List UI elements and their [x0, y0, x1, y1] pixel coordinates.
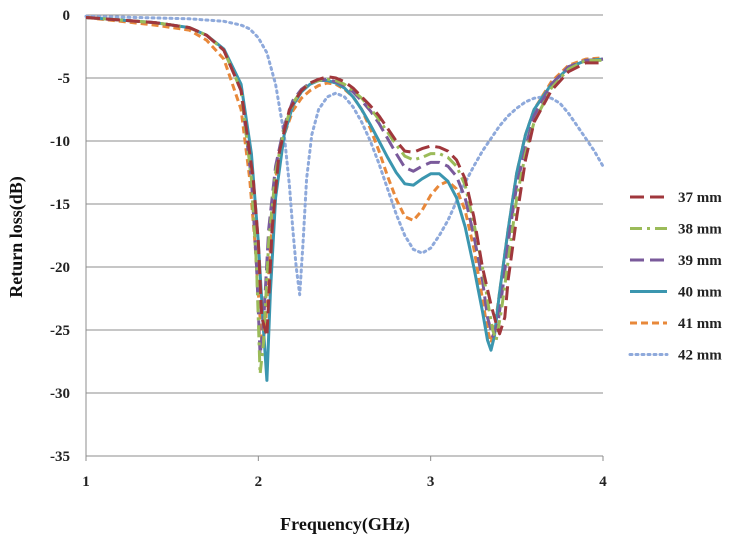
series-line-40-mm [85, 16, 604, 382]
y-tick-label: 0 [63, 8, 71, 24]
y-tick-label: -30 [50, 386, 70, 402]
y-tick-label: -20 [50, 260, 70, 276]
legend: 37 mm 38 mm 39 mm 40 mm 41 mm 42 mm [628, 190, 722, 364]
series-line-41-mm [85, 16, 604, 345]
legend-label: 37 mm [678, 190, 722, 206]
legend-label: 39 mm [678, 253, 722, 269]
y-tick-label: -10 [50, 134, 70, 150]
y-axis-title: Return loss(dB) [6, 176, 27, 298]
tick-labels: 0 -5 -10 -15 -20 -25 -30 -35 1 2 3 4 [50, 8, 607, 490]
series-line-37-mm [85, 16, 603, 338]
legend-label: 38 mm [678, 222, 722, 238]
y-tick-label: -35 [50, 449, 70, 465]
series-line-39-mm [85, 16, 604, 357]
legend-label: 40 mm [678, 285, 722, 301]
series-line-38-mm [85, 16, 603, 376]
legend-label: 41 mm [678, 316, 722, 332]
x-tick-label: 3 [427, 474, 435, 490]
plot-area [84, 14, 605, 382]
x-tick-label: 4 [599, 474, 607, 490]
x-axis-title: Frequency(GHz) [280, 514, 410, 535]
y-tick-label: -5 [58, 71, 71, 87]
x-tick-label: 2 [255, 474, 263, 490]
x-tick-label: 1 [82, 474, 90, 490]
y-tick-label: -15 [50, 197, 70, 213]
y-tick-label: -25 [50, 323, 70, 339]
grid-lines [86, 14, 603, 457]
series-line-42-mm [84, 14, 605, 297]
axes [85, 15, 604, 461]
legend-label: 42 mm [678, 348, 722, 364]
